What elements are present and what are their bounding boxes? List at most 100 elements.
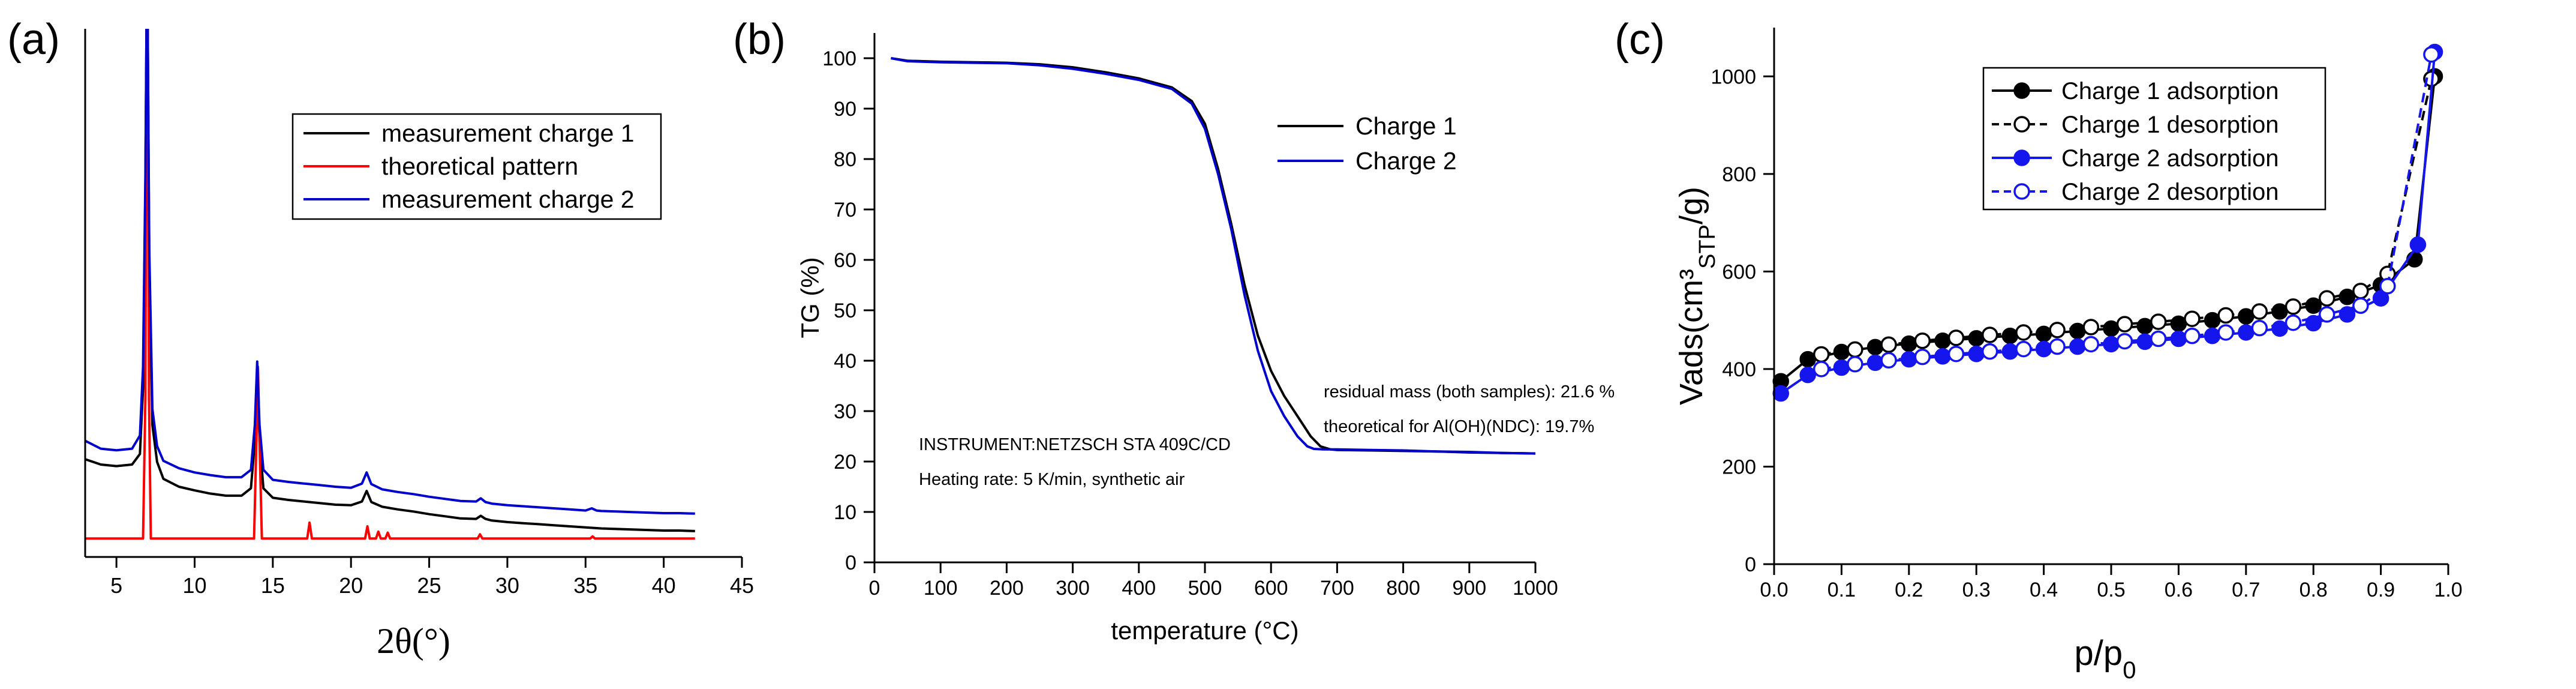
x-tick-label: 0 xyxy=(869,577,880,600)
y-tick-label: 40 xyxy=(834,350,856,373)
y-axis-label: Vads(cm³STP/g) xyxy=(1673,187,1720,405)
data-point xyxy=(1799,366,1816,384)
annotation: theoretical for Al(OH)(NDC): 19.7% xyxy=(1324,417,1594,436)
data-point xyxy=(2217,307,2234,324)
data-point xyxy=(2001,327,2019,344)
data-point xyxy=(1981,343,1998,360)
data-point xyxy=(2170,330,2187,348)
data-point xyxy=(2049,338,2066,355)
x-axis-label: 2θ(°) xyxy=(377,621,450,661)
x-axis-label-main: p/p xyxy=(2075,634,2123,673)
data-point xyxy=(2049,322,2066,338)
data-point xyxy=(1799,351,1816,368)
data-point xyxy=(2184,327,2201,344)
data-point xyxy=(2150,330,2167,348)
data-point xyxy=(2136,333,2153,351)
data-point xyxy=(1981,326,1998,343)
data-point xyxy=(2082,319,2100,335)
data-point xyxy=(2285,314,2302,331)
x-tick-label: 400 xyxy=(1122,577,1156,600)
y-tick-label: 0 xyxy=(1745,553,1756,576)
data-point xyxy=(2423,46,2440,63)
y-axis-label-end: /g) xyxy=(1673,187,1709,224)
data-point xyxy=(2271,320,2288,337)
annotation: INSTRUMENT:NETZSCH STA 409C/CD xyxy=(919,435,1231,454)
panel-label: (b) xyxy=(733,16,786,64)
data-point xyxy=(1880,336,1897,354)
y-tick-label: 200 xyxy=(1722,456,1756,479)
legend-entry: Charge 1 adsorption xyxy=(2061,78,2279,104)
x-tick-label: 200 xyxy=(990,577,1024,600)
data-point xyxy=(2238,324,2255,341)
legend-entry: Charge 2 desorption xyxy=(2061,179,2279,205)
data-point xyxy=(2116,332,2133,350)
x-tick-label: 0.6 xyxy=(2165,579,2193,601)
data-point xyxy=(2103,335,2120,353)
annotation: Heating rate: 5 K/min, synthetic air xyxy=(919,470,1185,489)
x-tick-label: 900 xyxy=(1452,577,1486,600)
data-point xyxy=(2001,343,2019,360)
y-tick-label: 90 xyxy=(834,98,856,121)
plot-area xyxy=(85,29,695,540)
annotation: residual mass (both samples): 21.6 % xyxy=(1324,382,1615,402)
data-point xyxy=(2409,236,2427,253)
x-tick-label: 0.7 xyxy=(2232,579,2260,601)
legend-entry: theoretical pattern xyxy=(381,152,578,180)
legend-entry: measurement charge 1 xyxy=(381,119,635,147)
x-tick-label: 10 xyxy=(182,573,206,598)
y-tick-label: 10 xyxy=(834,501,856,524)
legend: measurement charge 1 theoretical pattern m… xyxy=(291,113,662,220)
legend-marker xyxy=(2013,149,2030,166)
x-tick-label: 0.5 xyxy=(2097,579,2125,601)
data-point xyxy=(1847,341,1863,358)
legend-entry: measurement charge 2 xyxy=(381,185,635,213)
data-point xyxy=(2352,283,2369,299)
data-point xyxy=(2082,335,2100,353)
data-point xyxy=(2184,310,2201,327)
data-point xyxy=(2271,303,2288,320)
x-tick-label: 25 xyxy=(417,573,441,598)
legend-marker xyxy=(2013,183,2030,200)
y-tick-label: 400 xyxy=(1722,358,1756,381)
x-axis-label-subscript: 0 xyxy=(2123,657,2136,684)
data-point xyxy=(1880,352,1897,369)
data-point xyxy=(1947,329,1965,346)
x-tick-label: 40 xyxy=(652,573,676,598)
data-point xyxy=(1914,348,1931,366)
data-point xyxy=(2035,325,2052,343)
data-point xyxy=(2136,317,2153,335)
legend-marker xyxy=(2013,82,2030,99)
legend-entry: Charge 2 adsorption xyxy=(2061,145,2279,172)
data-point xyxy=(2069,322,2086,340)
y-tick-label: 80 xyxy=(834,148,856,171)
y-tick-label: 20 xyxy=(834,451,856,474)
x-tick-label: 100 xyxy=(924,577,958,600)
data-point xyxy=(2251,319,2268,337)
data-point xyxy=(2318,306,2335,323)
x-tick-label: 600 xyxy=(1254,577,1288,600)
panel-b: (b) 0 100 200 300 400 500 600 700 800 900 1000 0 10 20… xyxy=(733,16,1615,645)
x-axis-label: p/p0 xyxy=(2075,634,2136,684)
y-tick-label: 600 xyxy=(1722,261,1756,284)
data-point xyxy=(2103,320,2120,337)
x-tick-label: 300 xyxy=(1056,577,1090,600)
y-tick-label: 1000 xyxy=(1711,66,1756,89)
legend: Charge 1 adsorption Charge 1 desorption Ch… xyxy=(1982,67,2326,211)
data-point xyxy=(2015,340,2032,358)
x-tick-label: 800 xyxy=(1386,577,1420,600)
x-tick-label: 0.4 xyxy=(2030,579,2058,601)
data-point xyxy=(2251,303,2268,320)
series-line-3 xyxy=(85,29,695,515)
legend-marker xyxy=(2013,116,2030,133)
data-point xyxy=(1847,356,1863,373)
data-point xyxy=(1812,346,1830,363)
x-tick-label: 15 xyxy=(261,573,285,598)
data-point xyxy=(1947,345,1965,363)
legend-entry: Charge 1 xyxy=(1355,112,1457,140)
y-tick-label: 70 xyxy=(834,199,856,221)
y-tick-label: 60 xyxy=(834,249,856,272)
data-point xyxy=(2217,324,2234,341)
data-point xyxy=(1812,361,1830,378)
legend-entry: Charge 1 desorption xyxy=(2061,112,2279,138)
